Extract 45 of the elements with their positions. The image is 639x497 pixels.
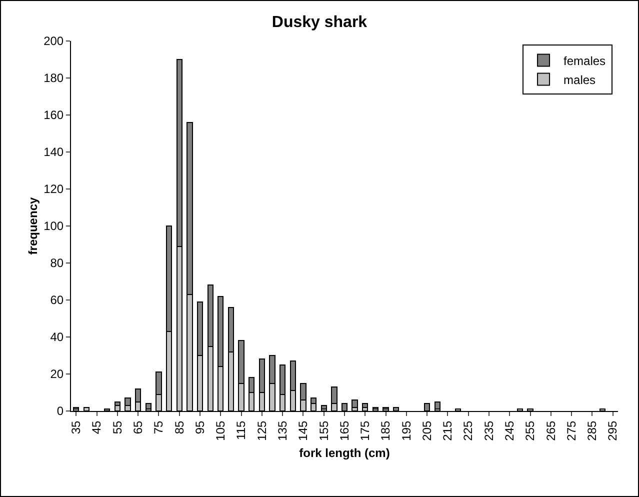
y-tick-label: 60 xyxy=(50,293,64,308)
x-axis-title: fork length (cm) xyxy=(299,446,390,460)
x-tick-label: 165 xyxy=(337,420,352,441)
x-tick-label: 155 xyxy=(316,420,331,441)
y-tick-label: 80 xyxy=(50,256,64,270)
x-tick-label: 185 xyxy=(378,420,393,441)
x-tick-label: 115 xyxy=(234,420,248,440)
x-tick-label: 205 xyxy=(420,420,434,441)
y-tick-label: 100 xyxy=(44,219,64,234)
y-tick-label: 140 xyxy=(44,145,64,160)
x-tick-label: 255 xyxy=(523,420,538,441)
x-tick-label: 265 xyxy=(544,420,558,441)
x-tick-label: 175 xyxy=(358,420,372,441)
x-tick-label: 75 xyxy=(152,420,166,434)
bar xyxy=(362,403,368,408)
y-axis-title: frequency xyxy=(26,197,40,255)
bar xyxy=(352,399,358,408)
x-tick-label: 125 xyxy=(254,420,269,441)
x-tick-label: 285 xyxy=(585,420,600,441)
x-tick-label: 295 xyxy=(606,420,620,441)
x-tick-label: 55 xyxy=(110,420,124,434)
y-tick-label: 120 xyxy=(44,182,64,196)
y-tick-label: 40 xyxy=(50,330,64,344)
x-tick-label: 85 xyxy=(172,420,186,434)
x-tick-label: 105 xyxy=(214,420,228,441)
legend-label: males xyxy=(564,72,596,87)
x-tick-label: 245 xyxy=(502,420,517,441)
y-tick-label: 160 xyxy=(44,108,64,122)
x-tick-label: 275 xyxy=(564,420,578,441)
y-tick-label: 0 xyxy=(56,404,64,418)
x-tick-label: 135 xyxy=(275,420,290,441)
x-tick-label: 225 xyxy=(461,420,476,441)
x-tick-label: 45 xyxy=(90,420,104,434)
x-tick-label: 215 xyxy=(440,420,455,441)
chart-title: Dusky shark xyxy=(272,14,368,32)
x-tick-label: 95 xyxy=(192,420,207,434)
x-tick-label: 235 xyxy=(482,420,496,441)
x-tick-label: 65 xyxy=(130,420,145,434)
x-tick-label: 35 xyxy=(69,420,84,434)
y-tick-label: 20 xyxy=(50,367,64,382)
y-tick-label: 180 xyxy=(44,71,64,86)
x-tick-label: 145 xyxy=(296,420,310,441)
y-tick-label: 200 xyxy=(44,34,64,48)
legend-label: females xyxy=(564,54,606,68)
x-tick-label: 195 xyxy=(399,420,414,441)
